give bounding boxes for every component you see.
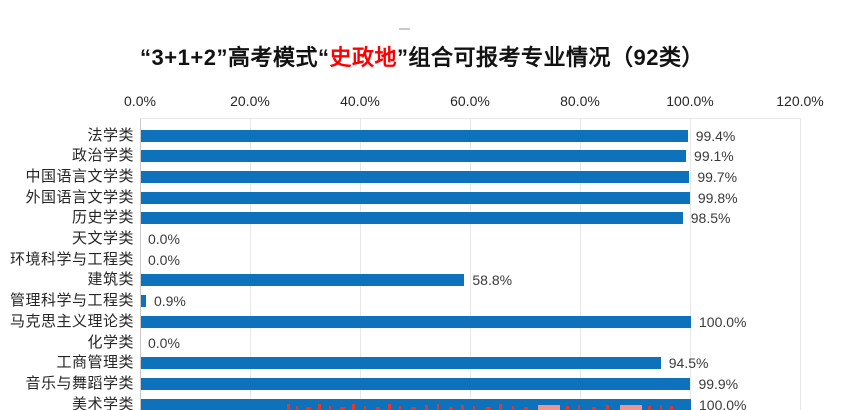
bar — [141, 191, 690, 204]
title-highlight: 史政地 — [329, 45, 397, 70]
category-label: 环境科学与工程类 — [9, 250, 134, 268]
category-label: 美术学类 — [71, 395, 134, 410]
gridline — [360, 118, 361, 410]
gridline — [250, 118, 251, 410]
value-label: 100.0% — [699, 313, 747, 330]
watermark-mark — [287, 404, 290, 410]
x-tick-label: 80.0% — [560, 93, 600, 109]
bar — [141, 377, 691, 390]
watermark-mark — [376, 407, 380, 410]
value-label: 99.4% — [695, 127, 736, 144]
watermark-mark — [329, 406, 331, 410]
watermark-mark — [499, 404, 502, 410]
title-part3: ”组合可报考专业情况（92类） — [396, 45, 704, 70]
bar — [141, 150, 687, 163]
value-label: 100.0% — [699, 396, 747, 410]
category-label: 天文学类 — [71, 230, 134, 247]
category-label: 工商管理类 — [56, 354, 134, 372]
x-tick-label: 100.0% — [666, 93, 714, 109]
watermark-mark — [648, 406, 651, 410]
value-label: 99.8% — [697, 189, 738, 206]
x-tick-label: 60.0% — [450, 93, 490, 109]
category-label: 历史学类 — [71, 209, 134, 227]
value-label: 0.0% — [148, 231, 180, 247]
gridline — [470, 118, 471, 410]
category-label: 政治学类 — [71, 147, 134, 165]
bar — [141, 315, 691, 328]
watermark-mark — [437, 404, 439, 410]
watermark-mark — [425, 405, 428, 410]
watermark-mark — [538, 405, 560, 410]
category-label: 管理科学与工程类 — [9, 292, 134, 310]
watermark-mark — [578, 405, 580, 410]
gridline — [800, 118, 801, 410]
watermark-mark — [592, 407, 596, 410]
plot-top-border — [140, 118, 801, 119]
category-label: 建筑类 — [87, 271, 134, 289]
watermark-mark — [449, 407, 453, 410]
bar — [141, 274, 465, 287]
value-label: 0.0% — [148, 251, 180, 268]
title-part1: “3+1+2”高考模式“ — [140, 45, 330, 70]
watermark-mark — [399, 406, 401, 410]
watermark-mark — [411, 407, 416, 410]
watermark-mark — [670, 406, 673, 410]
value-label: 99.7% — [697, 168, 738, 185]
value-label: 98.5% — [690, 210, 731, 227]
value-label: 94.5% — [668, 355, 709, 372]
value-label: 0.9% — [153, 293, 186, 310]
x-tick-label: 120.0% — [776, 93, 824, 109]
watermark-mark — [473, 406, 475, 410]
gridline — [580, 118, 581, 410]
chart-title: “3+1+2”高考模式“史政地”组合可报考专业情况（92类） — [0, 40, 844, 72]
category-label: 外国语言文学类 — [25, 188, 134, 206]
watermark-mark — [388, 404, 391, 410]
bar — [141, 170, 690, 183]
category-label: 马克思主义理论类 — [9, 312, 134, 330]
x-tick-label: 0.0% — [124, 93, 156, 109]
category-label: 音乐与舞蹈学类 — [25, 374, 134, 392]
watermark-mark — [606, 405, 609, 410]
value-label: 99.1% — [694, 148, 734, 165]
watermark-mark — [318, 404, 321, 410]
watermark-mark — [512, 406, 514, 410]
bar — [141, 398, 691, 410]
bar — [141, 212, 683, 225]
value-label: 0.0% — [148, 334, 180, 351]
watermark-mark — [352, 404, 355, 410]
category-label: 化学类 — [87, 333, 134, 351]
value-label: 58.8% — [472, 272, 513, 289]
gridline — [690, 118, 691, 410]
y-axis-line — [140, 118, 141, 410]
watermark-mark — [486, 407, 491, 410]
x-tick-label: 20.0% — [230, 93, 270, 109]
watermark-mark — [660, 405, 662, 410]
watermark-mark — [296, 406, 298, 410]
category-label: 法学类 — [87, 126, 134, 144]
top-dash-artifact — [399, 28, 410, 30]
bar — [141, 357, 661, 370]
watermark-mark — [524, 407, 528, 410]
value-label: 99.9% — [698, 375, 739, 392]
watermark-mark — [340, 407, 345, 410]
bar — [141, 129, 688, 142]
bar — [141, 295, 146, 308]
watermark-mark — [306, 407, 311, 410]
watermark-mark — [566, 406, 569, 410]
watermark-mark — [461, 405, 464, 410]
watermark-mark — [620, 405, 642, 410]
x-tick-label: 40.0% — [340, 93, 380, 109]
watermark-mark — [364, 406, 366, 410]
category-label: 中国语言文学类 — [25, 167, 134, 185]
